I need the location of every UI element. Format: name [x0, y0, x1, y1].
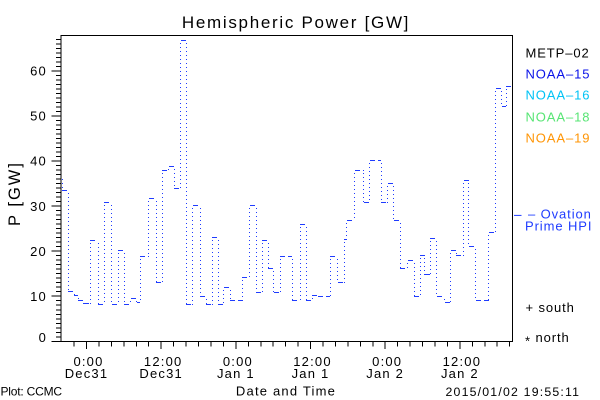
svg-text:20: 20 [30, 244, 47, 259]
svg-text:0: 0 [39, 330, 47, 345]
svg-text:12:00: 12:00 [144, 354, 183, 369]
svg-text:0:00: 0:00 [223, 354, 253, 369]
svg-text:Dec31: Dec31 [65, 366, 109, 381]
svg-text:Prime HPI: Prime HPI [525, 219, 592, 234]
svg-text:Date and Time: Date and Time [236, 384, 336, 399]
svg-text:NOAA–15: NOAA–15 [526, 67, 591, 82]
svg-text:50: 50 [30, 109, 47, 124]
svg-text:METP–02: METP–02 [526, 45, 590, 60]
svg-text:12:00: 12:00 [293, 354, 332, 369]
svg-text:Jan 2: Jan 2 [441, 366, 479, 381]
svg-text:0:00: 0:00 [372, 354, 402, 369]
svg-text:2015/01/02 19:55:11: 2015/01/02 19:55:11 [446, 385, 581, 399]
svg-text:40: 40 [30, 154, 47, 169]
svg-text:0:00: 0:00 [73, 354, 103, 369]
svg-text:Jan 2: Jan 2 [366, 366, 404, 381]
svg-text:* north: * north [525, 330, 570, 348]
svg-text:30: 30 [30, 199, 47, 214]
svg-text:Dec31: Dec31 [139, 366, 183, 381]
svg-text:10: 10 [30, 289, 47, 304]
svg-text:60: 60 [30, 64, 47, 79]
svg-text:NOAA–18: NOAA–18 [526, 109, 591, 124]
svg-text:NOAA–19: NOAA–19 [526, 131, 591, 146]
svg-text:– Ovation: – Ovation [528, 207, 592, 222]
svg-text:Hemispheric Power [GW]: Hemispheric Power [GW] [182, 13, 410, 32]
svg-text:12:00: 12:00 [443, 354, 482, 369]
svg-text:+ south: + south [526, 300, 575, 315]
svg-text:P [GW]: P [GW] [6, 161, 24, 226]
svg-text:Plot: CCMC: Plot: CCMC [1, 385, 63, 399]
svg-text:Jan 1: Jan 1 [292, 366, 330, 381]
svg-text:NOAA–16: NOAA–16 [526, 88, 591, 103]
svg-text:Jan 1: Jan 1 [217, 366, 255, 381]
